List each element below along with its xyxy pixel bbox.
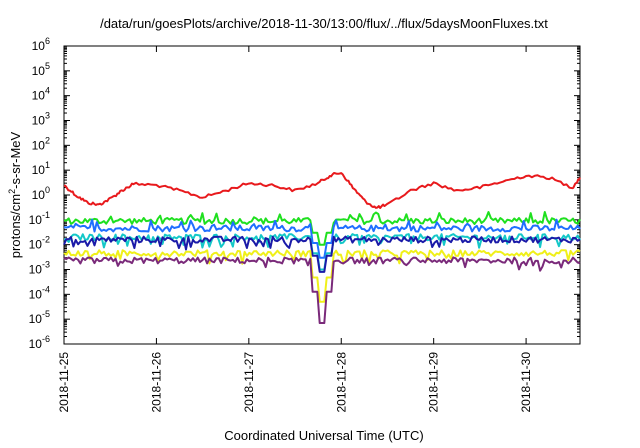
- y-tick-label: 10-2: [29, 235, 50, 252]
- x-tick-label: 2018-11-25: [57, 352, 71, 413]
- series-line: [63, 249, 581, 303]
- x-tick-label: 2018-11-28: [334, 352, 348, 413]
- x-axis: 2018-11-25 2018-11-26 2018-11-27 2018-11-28…: [57, 46, 533, 413]
- y-tick-label: 106: [32, 36, 50, 53]
- series-line: [63, 256, 581, 324]
- x-tick-label: 2018-11-29: [427, 352, 441, 413]
- x-tick-label: 2018-11-30: [519, 352, 533, 413]
- plot-area: [63, 45, 581, 345]
- series-line: [63, 235, 581, 273]
- x-axis-label: Coordinated Universal Time (UTC): [224, 428, 423, 443]
- x-tick-label: 2018-11-27: [242, 352, 256, 413]
- y-tick-label: 103: [32, 111, 50, 128]
- y-tick-label: 104: [32, 86, 50, 103]
- series-line: [63, 172, 581, 209]
- y-axis-label: protons/cm2-s-sr-MeV: [7, 131, 23, 258]
- y-tick-label: 102: [32, 135, 50, 152]
- y-tick-label: 101: [32, 160, 50, 177]
- series-line: [63, 211, 581, 246]
- y-tick-label: 10-6: [29, 334, 50, 351]
- y-tick-label: 100: [32, 185, 50, 202]
- series-line: [63, 218, 581, 259]
- y-tick-label: 10-4: [29, 284, 50, 301]
- series-layer: [63, 172, 581, 324]
- y-axis: 10-6 10-5 10-4 10-3 10-2 10-1 100 101 102 103 104 1…: [29, 36, 580, 351]
- y-tick-label: 10-1: [29, 210, 50, 227]
- x-tick-label: 2018-11-26: [149, 352, 163, 413]
- chart-title: /data/run/goesPlots/archive/2018-11-30/1…: [100, 16, 548, 31]
- y-tick-label: 105: [32, 61, 50, 78]
- y-tick-label: 10-5: [29, 309, 50, 326]
- y-tick-label: 10-3: [29, 260, 50, 277]
